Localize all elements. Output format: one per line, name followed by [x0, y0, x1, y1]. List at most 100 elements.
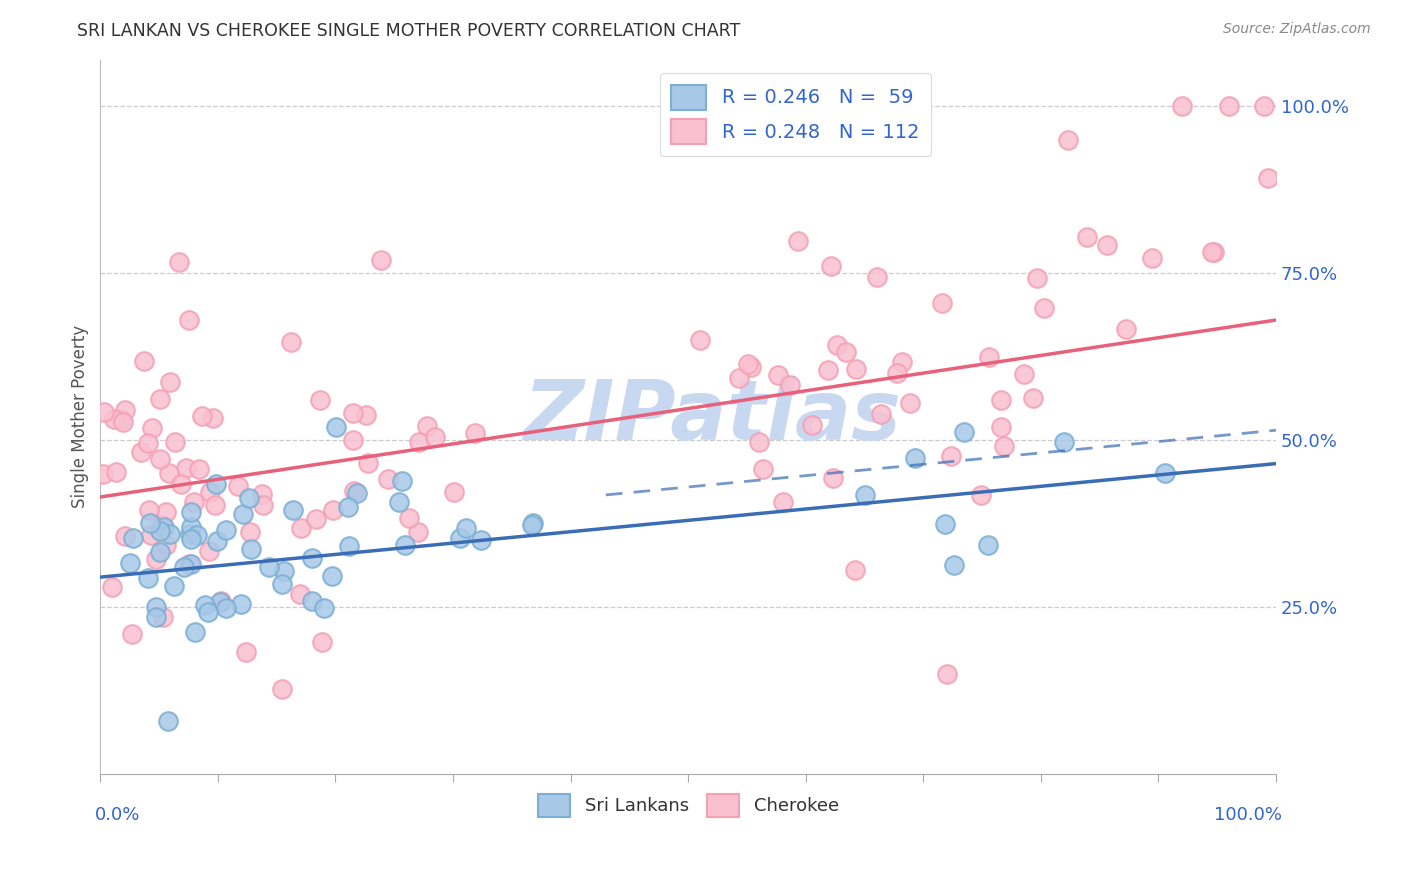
- Point: [1026, 271, 1049, 285]
- Point: [191, 409, 214, 423]
- Point: [416, 419, 439, 434]
- Point: [866, 269, 889, 284]
- Point: [337, 500, 360, 515]
- Point: [197, 543, 219, 558]
- Point: [801, 418, 824, 433]
- Point: [408, 434, 430, 449]
- Point: [280, 334, 302, 349]
- Point: [820, 259, 842, 273]
- Text: ZIPatlas: ZIPatlas: [523, 376, 901, 458]
- Point: [215, 601, 238, 615]
- Point: [205, 533, 228, 548]
- Point: [990, 420, 1012, 434]
- Point: [180, 532, 202, 546]
- Point: [173, 560, 195, 574]
- Point: [1012, 368, 1035, 382]
- Point: [740, 359, 762, 374]
- Point: [522, 516, 544, 531]
- Point: [138, 571, 160, 585]
- Point: [825, 338, 848, 352]
- Point: [141, 421, 163, 435]
- Point: [156, 714, 179, 728]
- Point: [387, 495, 409, 509]
- Point: [689, 333, 711, 347]
- Point: [1056, 132, 1078, 146]
- Point: [145, 599, 167, 614]
- Point: [522, 517, 544, 532]
- Point: [1204, 244, 1226, 259]
- Text: 0.0%: 0.0%: [94, 806, 139, 824]
- Point: [149, 452, 172, 467]
- Point: [271, 682, 294, 697]
- Point: [138, 502, 160, 516]
- Point: [179, 313, 201, 327]
- Point: [931, 296, 953, 310]
- Point: [114, 529, 136, 543]
- Point: [215, 524, 238, 538]
- Point: [290, 521, 312, 535]
- Point: [114, 403, 136, 417]
- Point: [188, 462, 211, 476]
- Point: [456, 520, 478, 534]
- Point: [281, 502, 304, 516]
- Point: [728, 371, 751, 385]
- Point: [342, 433, 364, 447]
- Point: [136, 435, 159, 450]
- Point: [252, 498, 274, 512]
- Point: [308, 392, 330, 407]
- Point: [152, 609, 174, 624]
- Point: [398, 511, 420, 525]
- Point: [942, 558, 965, 572]
- Point: [288, 586, 311, 600]
- Point: [149, 544, 172, 558]
- Point: [148, 524, 170, 538]
- Point: [186, 527, 208, 541]
- Point: [134, 353, 156, 368]
- Point: [205, 476, 228, 491]
- Point: [235, 645, 257, 659]
- Point: [977, 350, 1000, 364]
- Point: [121, 531, 143, 545]
- Point: [273, 564, 295, 578]
- Point: [204, 498, 226, 512]
- Point: [1257, 171, 1279, 186]
- Point: [343, 484, 366, 499]
- Point: [257, 560, 280, 574]
- Point: [239, 541, 262, 556]
- Point: [845, 361, 868, 376]
- Point: [155, 505, 177, 519]
- Point: [163, 579, 186, 593]
- Point: [425, 430, 447, 444]
- Point: [1097, 238, 1119, 252]
- Text: Source: ZipAtlas.com: Source: ZipAtlas.com: [1223, 22, 1371, 37]
- Point: [443, 485, 465, 500]
- Point: [179, 557, 201, 571]
- Point: [1140, 251, 1163, 265]
- Point: [180, 520, 202, 534]
- Point: [470, 533, 492, 547]
- Point: [1201, 245, 1223, 260]
- Point: [179, 527, 201, 541]
- Point: [935, 667, 957, 681]
- Point: [377, 472, 399, 486]
- Point: [239, 525, 262, 540]
- Point: [1154, 466, 1177, 480]
- Point: [174, 460, 197, 475]
- Point: [346, 486, 368, 500]
- Point: [752, 461, 775, 475]
- Point: [226, 479, 249, 493]
- Point: [120, 557, 142, 571]
- Point: [197, 605, 219, 619]
- Point: [153, 520, 176, 534]
- Point: [150, 517, 173, 532]
- Point: [993, 439, 1015, 453]
- Point: [821, 471, 844, 485]
- Point: [232, 507, 254, 521]
- Point: [325, 419, 347, 434]
- Point: [194, 598, 217, 612]
- Point: [779, 378, 801, 392]
- Point: [129, 444, 152, 458]
- Point: [844, 563, 866, 577]
- Point: [105, 465, 128, 479]
- Point: [1115, 322, 1137, 336]
